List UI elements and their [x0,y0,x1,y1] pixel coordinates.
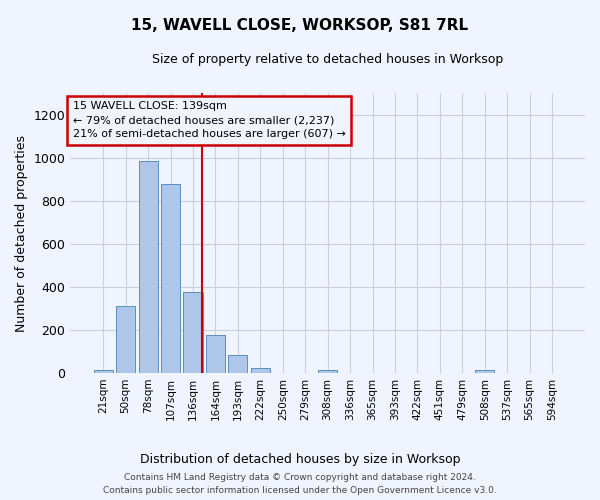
Bar [161,184,180,373]
Bar [229,354,247,373]
Bar [139,161,158,373]
Bar [184,292,203,373]
Bar [116,306,135,373]
Title: Size of property relative to detached houses in Worksop: Size of property relative to detached ho… [152,52,503,66]
Bar [318,370,337,373]
Bar [251,368,270,373]
Bar [94,370,113,373]
Bar [206,336,225,373]
Text: Distribution of detached houses by size in Worksop: Distribution of detached houses by size … [140,452,460,466]
Text: Contains HM Land Registry data © Crown copyright and database right 2024.
Contai: Contains HM Land Registry data © Crown c… [103,473,497,495]
Y-axis label: Number of detached properties: Number of detached properties [15,134,28,332]
Text: 15, WAVELL CLOSE, WORKSOP, S81 7RL: 15, WAVELL CLOSE, WORKSOP, S81 7RL [131,18,469,32]
Bar [475,370,494,373]
Text: 15 WAVELL CLOSE: 139sqm
← 79% of detached houses are smaller (2,237)
21% of semi: 15 WAVELL CLOSE: 139sqm ← 79% of detache… [73,102,346,140]
